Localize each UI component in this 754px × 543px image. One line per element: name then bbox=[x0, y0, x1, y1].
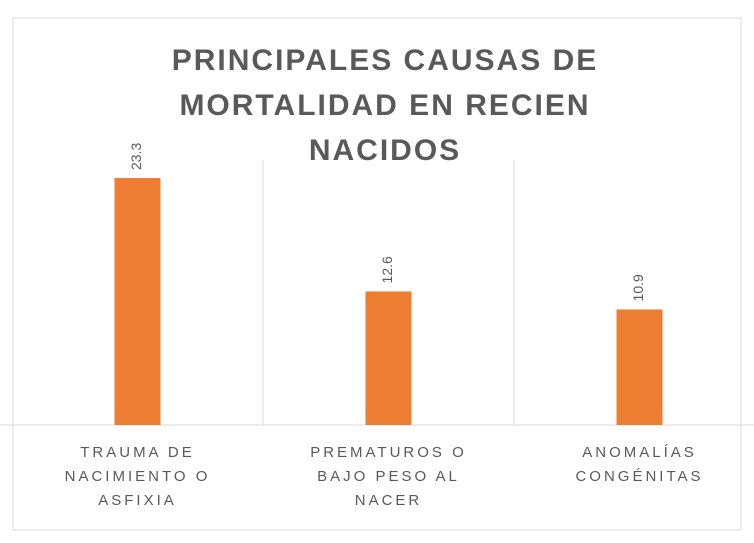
x-tick-label: PREMATUROS O BAJO PESO AL NACER bbox=[310, 444, 467, 509]
bar bbox=[114, 178, 161, 425]
value-label: 23.3 bbox=[128, 143, 144, 170]
chart-frame bbox=[12, 17, 742, 531]
x-tick-label: TRAUMA DE NACIMIENTO O ASFIXIA bbox=[64, 444, 211, 509]
x-tick-label: ANOMALÍAS CONGÉNITAS bbox=[575, 444, 704, 485]
value-label: 10.9 bbox=[630, 274, 646, 301]
value-label: 12.6 bbox=[379, 256, 395, 283]
bar bbox=[616, 309, 663, 425]
chart-title: PRINCIPALES CAUSAS DE MORTALIDAD EN RECI… bbox=[171, 44, 599, 167]
bar bbox=[365, 291, 412, 425]
